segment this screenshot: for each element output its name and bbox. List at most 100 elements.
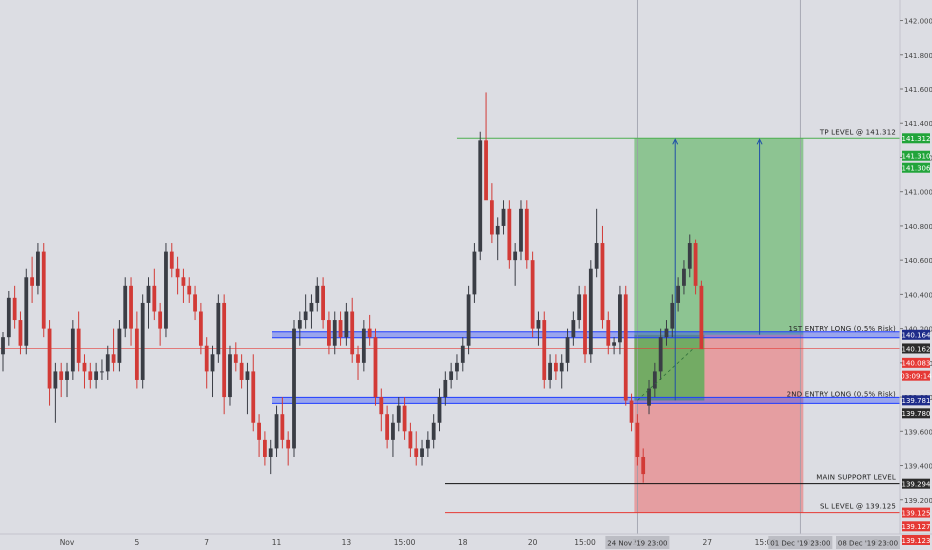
price-tag-label-11: 139.127 [902,523,931,531]
candle-body [82,362,87,372]
price-tag-label-5: 140.083 [902,360,931,368]
candle-60 [350,297,355,363]
price-tag-12 [902,534,930,545]
candle-5 [30,256,34,303]
candle-body [111,354,116,363]
candle-body [239,362,244,380]
price-tag-11 [902,521,930,532]
candle-43 [251,354,256,432]
candle-45 [263,431,267,466]
candle-body [263,439,267,457]
candle-body [245,371,250,380]
candle-4 [24,268,29,355]
candle-9 [53,362,58,423]
candle-body [408,431,413,449]
candle-body [396,405,401,423]
candle-body [59,371,64,380]
price-tag-0 [902,133,930,144]
candle-body [507,208,512,261]
candle-35 [204,337,209,389]
candle-body [216,302,221,355]
candle-40 [233,342,238,372]
x-tick-label-11: 15:00 [755,538,777,547]
x-tick-label-0: Nov [60,538,75,547]
price-tag-label-10: 139.125 [902,509,931,517]
x-date-tag-0 [605,536,670,549]
candle-body [594,243,599,269]
candle-117 [682,260,686,295]
candle-body [12,297,17,321]
x-date-tag-label-0: 24 Nov '19 23:00 [607,540,667,548]
candle-89 [519,200,523,261]
candle-2 [12,285,17,329]
candle-body [100,371,104,373]
x-tick-label-1: 5 [134,538,139,547]
candle-48 [280,397,285,449]
candle-85 [495,217,500,261]
projection-arrows [637,138,763,401]
candle-body [6,297,11,338]
candle-67 [391,414,395,457]
candle-57 [332,311,337,355]
candle-99 [577,285,582,329]
candle-body [146,285,151,303]
candle-body [268,448,273,457]
price-tag-9 [902,478,930,489]
candle-114 [664,320,669,346]
candle-body [274,414,279,449]
candle-body [280,414,285,440]
candle-93 [542,311,547,389]
level-label-2: 2ND ENTRY LONG (0.5% Risk) [787,390,896,398]
candle-body [361,328,366,363]
candle-96 [559,354,564,389]
candle-71 [414,431,419,466]
candle-31 [181,268,186,303]
candle-body [187,285,192,295]
candle-body [198,311,203,346]
price-tag-4 [902,343,930,354]
candle-body [612,342,616,346]
candle-110 [641,448,646,483]
candle-body [472,251,477,295]
candle-107 [623,285,628,406]
candle-69 [402,397,407,440]
candle-58 [338,311,343,346]
price-tag-7 [902,395,930,406]
candle-body [513,251,518,261]
candle-body [600,243,605,321]
candle-body [344,311,349,338]
candle-12 [70,320,75,380]
candle-body [47,328,52,389]
candle-61 [356,345,360,380]
x-date-tag-label-2: 08 Dec '19 23:00 [838,540,898,548]
level-label-4: SL LEVEL @ 139.125 [820,503,896,511]
candle-105 [612,337,616,355]
candle-16 [94,362,99,389]
candle-47 [274,405,279,457]
candle-82 [478,131,483,261]
candle-body [437,397,442,423]
candle-62 [361,320,366,372]
candle-body [431,422,436,440]
candle-74 [431,414,436,449]
candle-103 [600,225,605,329]
x-date-tag-label-1: 01 Dec '19 23:00 [770,540,830,548]
candle-8 [47,320,52,406]
candle-body [571,320,576,338]
candle-115 [670,294,675,338]
candle-36 [210,345,215,398]
candle-64 [373,328,378,406]
candle-46 [268,439,273,475]
price-tags: 141.312 141.310 141.306 140.164 140.162 140.0… [900,133,932,545]
y-tick-label-8: 140.800 [904,223,932,231]
candle-22 [129,277,133,346]
candle-body [297,320,302,329]
candle-33 [193,285,197,321]
y-tick-label-5: 140.200 [904,326,932,334]
candle-76 [443,371,448,406]
candle-34 [198,302,203,355]
candle-body [699,285,704,350]
x-tick-label-7: 20 [528,538,538,547]
